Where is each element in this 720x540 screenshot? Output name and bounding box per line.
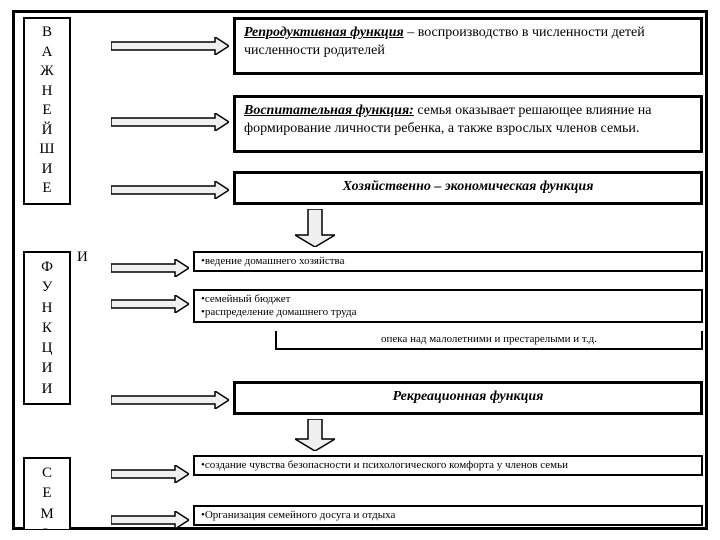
diagram-frame: ВАЖНЕЙШИЕ И ФУНКЦИИ СЕМЬ Репродуктивная …: [12, 10, 708, 530]
letter: Е: [25, 101, 69, 121]
sub-household: •ведение домашнего хозяйства: [193, 251, 703, 272]
sub-text: •семейный бюджет •распределение домашнег…: [201, 293, 356, 318]
letter: Ц: [25, 338, 69, 358]
arrow-right: [111, 181, 229, 197]
arrow-right: [111, 295, 189, 311]
box-title: Репродуктивная функция: [244, 25, 404, 40]
box-educational: Воспитательная функция: семья оказывает …: [233, 95, 703, 153]
letter: А: [25, 43, 69, 63]
letter: Ж: [25, 62, 69, 82]
box-title: Воспитательная функция:: [244, 103, 414, 118]
left-word-2: ФУНКЦИИ: [23, 251, 71, 405]
sub-text: опека над малолетними и престарелыми и т…: [381, 333, 597, 345]
sub-text: •создание чувства безопасности и психоло…: [201, 459, 568, 471]
arrow-down: [295, 209, 335, 247]
letter: К: [25, 318, 69, 338]
left-word-1: ВАЖНЕЙШИЕ: [23, 17, 71, 205]
letter: М: [25, 504, 69, 524]
sub-care: опека над малолетними и престарелыми и т…: [275, 331, 703, 350]
letter: Н: [25, 82, 69, 102]
sub-text: •Организация семейного досуга и отдыха: [201, 509, 395, 521]
connector-and: И: [77, 249, 88, 266]
letter: И: [25, 379, 69, 399]
letter: И: [25, 358, 69, 378]
letter: С: [25, 463, 69, 483]
arrow-right: [111, 465, 189, 481]
sub-text: •ведение домашнего хозяйства: [201, 255, 344, 267]
sub-budget: •семейный бюджет •распределение домашнег…: [193, 289, 703, 323]
letter: В: [25, 23, 69, 43]
letter: Ф: [25, 257, 69, 277]
letter: Е: [25, 179, 69, 199]
box-recreational: Рекреационная функция: [233, 381, 703, 415]
letter: Ь: [25, 524, 69, 529]
letter: Н: [25, 298, 69, 318]
arrow-right: [111, 259, 189, 275]
arrow-right: [111, 511, 189, 527]
box-reproductive: Репродуктивная функция – воспроизводство…: [233, 17, 703, 75]
arrow-right: [111, 113, 229, 129]
sub-leisure: •Организация семейного досуга и отдыха: [193, 505, 703, 526]
arrow-right: [111, 391, 229, 407]
box-title: Рекреационная функция: [393, 389, 544, 404]
left-word-3: СЕМЬ: [23, 457, 71, 529]
arrow-right: [111, 37, 229, 53]
letter: Й: [25, 121, 69, 141]
letter: Ш: [25, 140, 69, 160]
box-title: Хозяйственно – экономическая функция: [343, 179, 594, 194]
letter: Е: [25, 483, 69, 503]
box-economic: Хозяйственно – экономическая функция: [233, 171, 703, 205]
sub-safety: •создание чувства безопасности и психоло…: [193, 455, 703, 476]
arrow-down: [295, 419, 335, 451]
letter: И: [25, 160, 69, 180]
letter: У: [25, 277, 69, 297]
